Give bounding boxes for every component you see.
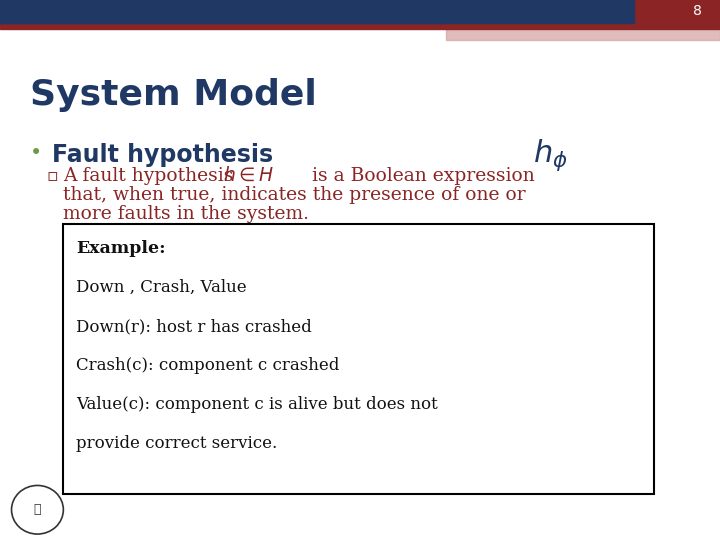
- Text: Example:: Example:: [76, 240, 166, 257]
- Text: Value(c): component c is alive but does not: Value(c): component c is alive but does …: [76, 396, 438, 413]
- Text: that, when true, indicates the presence of one or: that, when true, indicates the presence …: [63, 186, 526, 204]
- Text: Crash(c): component c crashed: Crash(c): component c crashed: [76, 357, 340, 374]
- Text: Down(r): host r has crashed: Down(r): host r has crashed: [76, 318, 312, 335]
- Text: $h_\phi$: $h_\phi$: [533, 138, 567, 173]
- Text: 8: 8: [693, 4, 702, 18]
- Text: ▫: ▫: [47, 167, 58, 185]
- Text: 🐂: 🐂: [34, 503, 41, 516]
- Text: A fault hypothesis: A fault hypothesis: [63, 167, 240, 185]
- Text: provide correct service.: provide correct service.: [76, 435, 278, 451]
- Text: System Model: System Model: [30, 78, 317, 112]
- Text: Fault hypothesis: Fault hypothesis: [52, 143, 273, 167]
- Text: more faults in the system.: more faults in the system.: [63, 205, 310, 223]
- Text: Down , Crash, Value: Down , Crash, Value: [76, 279, 247, 296]
- Text: is a Boolean expression: is a Boolean expression: [300, 167, 534, 185]
- Text: $h \in H$: $h \in H$: [223, 166, 274, 185]
- Text: •: •: [30, 143, 42, 163]
